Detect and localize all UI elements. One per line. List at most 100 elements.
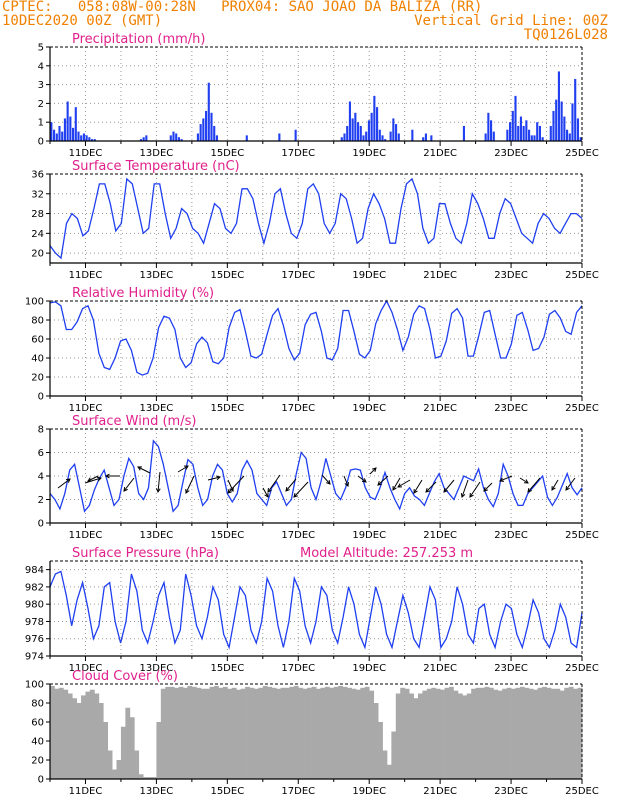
rh-series-line [49,299,583,376]
precip-bar [378,129,381,141]
cloud-bar [347,687,352,779]
wind-arrow-head [137,466,143,471]
y-tick-label: 100 [25,680,44,691]
wind-arrow-head [377,481,383,486]
cloud-bar [151,777,157,779]
x-tick-label: 25DEC [565,663,599,674]
precip-bar [509,122,512,141]
cloud-bar [196,687,202,779]
cloud-bar [568,686,574,779]
cloud-bar [355,689,361,779]
cloud-bar [271,687,277,779]
cloud-bar [103,722,109,779]
x-tick-label: 25DEC [565,786,599,797]
x-tick-label: 21DEC [423,270,457,281]
x-tick-label: 17DEC [281,403,315,414]
x-tick-label: 25DEC [565,270,599,281]
cloud-bar [519,686,525,779]
wind-arrow [57,478,71,489]
cloud-bar [231,687,237,779]
cloud-bar [440,689,445,779]
wind-arrow-head [460,492,466,498]
x-tick-label: 13DEC [140,663,174,674]
station-info: CPTEC: 058:08W-00:28N PROX04: SAO JOAO D… [2,0,483,15]
cloud-bar [324,686,330,779]
precip-bar [549,125,552,141]
y-tick-label: 80 [31,316,44,327]
precip-bar [362,135,365,141]
y-tick-label: 0 [38,519,44,530]
precip-bar [69,116,72,141]
precip-bar [506,129,509,141]
wind-arrow-head [392,485,397,491]
y-tick-label: 24 [31,229,44,240]
grid-line-note: Vertical Grid Line: 00Z [414,13,608,29]
cloud-bar [129,717,135,779]
wind-arrow-head [565,485,570,491]
y-tick-label: 5 [38,43,44,54]
cloud-bar [573,688,578,779]
wind-arrow [461,479,469,498]
wind-arrow [413,479,423,494]
precip-bar [568,133,571,141]
y-tick-label: 3 [38,80,44,91]
x-tick-label: 15DEC [210,270,244,281]
wind-arrow [207,476,221,481]
precip-bar [55,133,58,141]
cloud-bar [382,750,388,779]
wind-arrow-head [397,483,403,488]
wind-arrow [123,477,135,492]
precip-bar [205,110,208,141]
y-tick-label: 982 [25,582,44,593]
y-tick-label: 20 [31,756,44,767]
cloud-bar [342,686,348,779]
precip-bar [207,82,210,141]
cloud-bar [435,688,441,779]
cloud-bar [98,703,104,779]
y-tick-label: 36 [31,170,44,181]
x-tick-label: 25DEC [565,403,599,414]
precip-bar [384,139,387,141]
x-tick-label: 11DEC [69,148,103,159]
precip-bar [538,125,541,141]
precip-bar [61,131,64,141]
wind-arrow-head [183,465,189,470]
precip-bar [348,101,351,141]
x-tick-label: 21DEC [423,786,457,797]
wind-arrow [397,479,411,488]
wind-arrow [267,474,281,493]
precip-bar [245,135,248,141]
cloud-bar [426,688,432,779]
cloud-bar [395,693,401,779]
cloud-bar [267,686,273,779]
wind-arrow [519,477,529,484]
cloud-bar [156,722,162,779]
wind-arrow-head [413,488,418,494]
y-tick-label: 0 [38,775,44,786]
precip-bar [397,133,400,141]
cloud-bar [488,687,494,779]
wind-arrow-head [264,492,269,498]
x-tick-label: 11DEC [69,530,103,541]
cloud-bar [320,687,326,779]
x-tick-label: 15DEC [210,148,244,159]
wind-arrow [551,479,559,491]
precip-bar [202,118,205,141]
cloud-bar [112,769,117,779]
cloud-panel: 0 20 40 60 80 100 11DEC 13DEC 15DEC 17DEC 19DEC 21D… [25,669,599,797]
y-tick-label: 0 [38,137,44,148]
wind-arrows [57,465,576,498]
x-tick-label: 13DEC [140,530,174,541]
wind-arrow-head [425,488,430,493]
y-tick-label: 28 [31,209,44,220]
x-tick-label: 23DEC [494,530,528,541]
x-tick-label: 13DEC [140,148,174,159]
cloud-bar [302,688,308,779]
cloud-bar [160,688,166,779]
wind-arrow-head [523,479,529,484]
precip-bar [351,118,354,141]
precip-bar [422,137,425,141]
precip-bar [560,101,563,141]
precip-panel: 0 1 2 3 4 5 11DEC 13DEC 15DEC 17DEC 19DEC 21DEC 23DE… [38,32,599,159]
